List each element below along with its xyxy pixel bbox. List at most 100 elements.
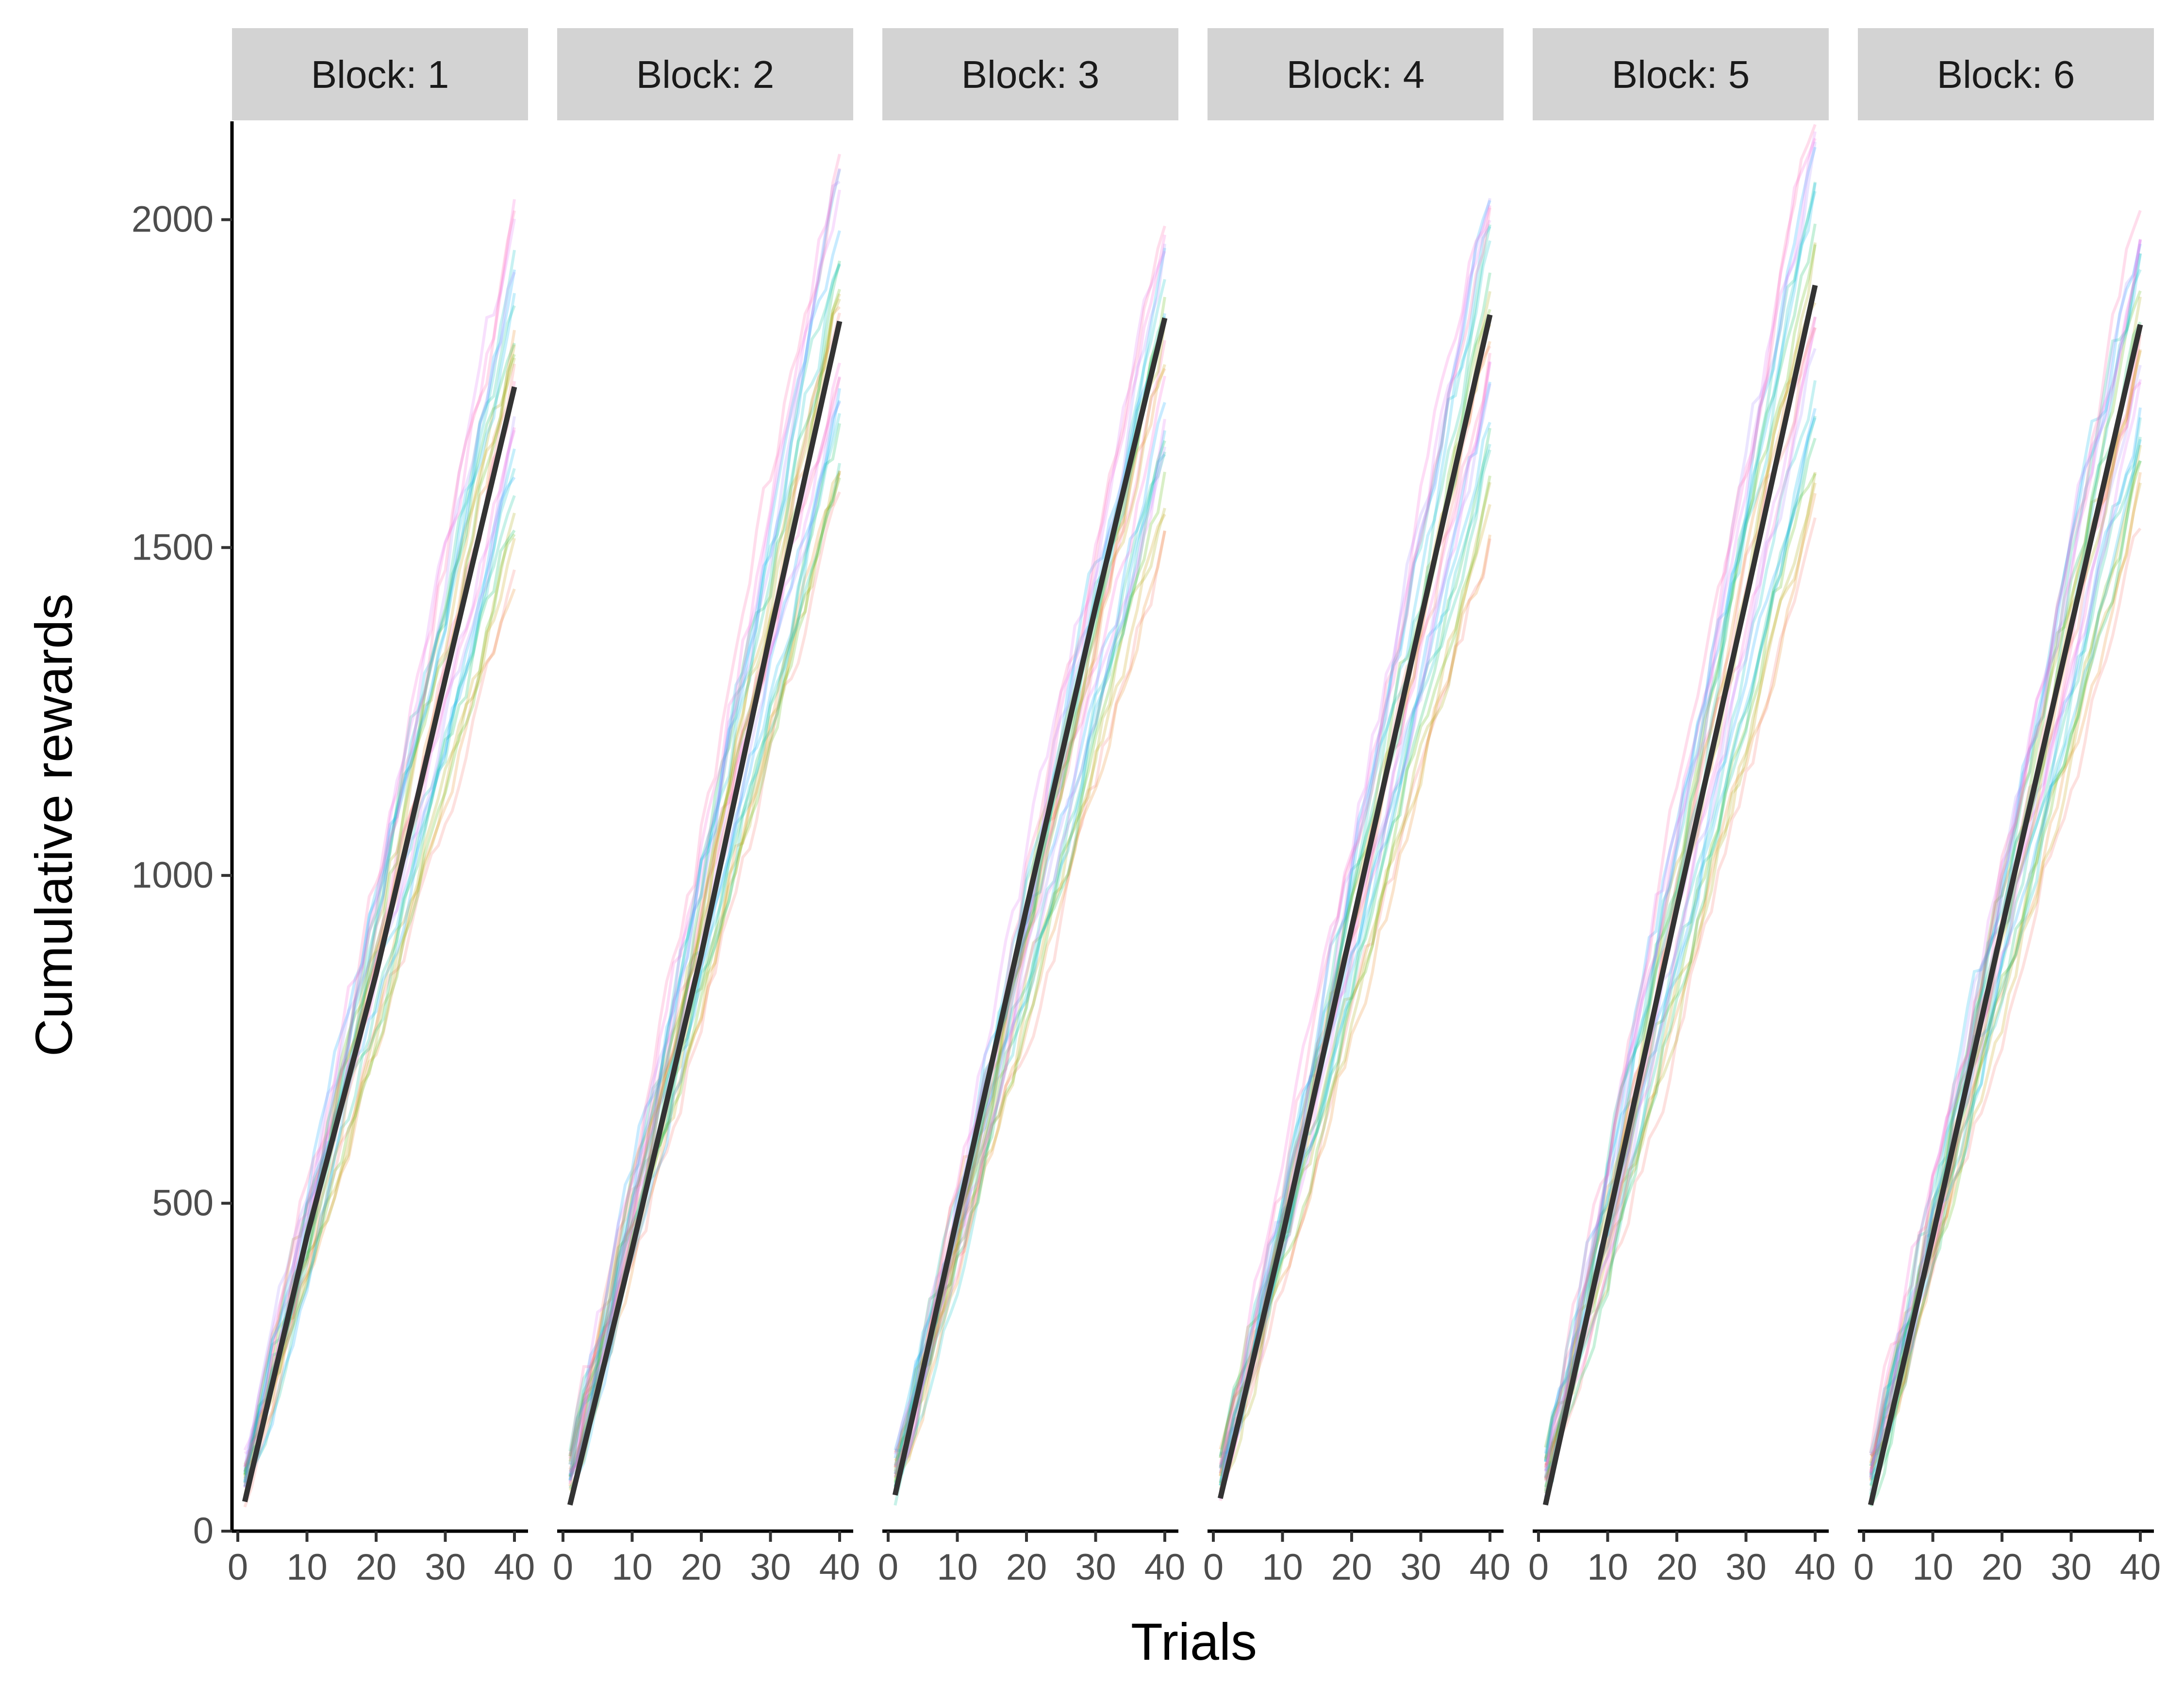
participant-line xyxy=(1870,472,2142,1457)
x-tick-label: 0 xyxy=(553,1547,573,1588)
participant-line xyxy=(243,538,516,1465)
participant-line xyxy=(1869,239,2142,1456)
x-tick-label: 30 xyxy=(750,1547,791,1588)
participant-line xyxy=(893,471,1166,1484)
facet-label: Block: 2 xyxy=(636,53,775,96)
x-tick-label: 10 xyxy=(1912,1547,1953,1588)
participant-line xyxy=(893,418,1166,1475)
y-tick-label: 1000 xyxy=(132,855,214,896)
x-tick-label: 30 xyxy=(1075,1547,1116,1588)
x-tick-label: 20 xyxy=(1982,1547,2023,1588)
y-axis-title: Cumulative rewards xyxy=(24,594,83,1057)
x-tick-label: 0 xyxy=(1528,1547,1549,1588)
participant-line xyxy=(243,210,516,1468)
x-tick-label: 20 xyxy=(356,1547,397,1588)
participant-line xyxy=(893,375,1166,1492)
participant-line xyxy=(244,495,516,1476)
participant-line xyxy=(1219,475,1491,1490)
participant-line xyxy=(893,364,1166,1462)
participant-line xyxy=(568,471,841,1492)
participant-line xyxy=(893,244,1166,1486)
participant-line xyxy=(1869,460,2142,1498)
mean-line xyxy=(242,386,517,1503)
participant-line xyxy=(243,293,516,1482)
facet-label: Block: 5 xyxy=(1612,53,1750,96)
x-tick-label: 20 xyxy=(1006,1547,1047,1588)
participant-line xyxy=(243,529,516,1472)
participant-line xyxy=(1219,224,1491,1486)
participant-line xyxy=(1869,210,2142,1453)
participant-line xyxy=(568,230,841,1481)
facet-strip xyxy=(882,28,1178,120)
facet-label: Block: 1 xyxy=(311,53,449,96)
participant-line xyxy=(1219,240,1491,1470)
participant-line xyxy=(893,368,1166,1453)
participant-line xyxy=(1869,296,2142,1470)
y-tick-label: 0 xyxy=(193,1510,214,1552)
mean-line xyxy=(567,320,843,1506)
participant-line xyxy=(893,451,1166,1506)
participant-line xyxy=(1544,472,1817,1481)
participant-line xyxy=(1870,350,2142,1457)
participant-line xyxy=(1869,407,2142,1477)
participant-line xyxy=(568,180,841,1475)
participant-line xyxy=(893,297,1166,1482)
x-tick-label: 40 xyxy=(2120,1547,2161,1588)
participant-line xyxy=(243,476,516,1488)
mean-line xyxy=(892,317,1168,1496)
participant-line xyxy=(893,225,1166,1477)
participant-line xyxy=(893,508,1166,1475)
facet-strip xyxy=(232,28,528,120)
participant-line xyxy=(243,569,516,1481)
participant-line xyxy=(243,357,516,1479)
participant-line xyxy=(1219,205,1491,1465)
y-tick-label: 500 xyxy=(152,1182,214,1223)
participant-line xyxy=(1869,269,2142,1454)
participant-line xyxy=(1869,290,2142,1487)
participant-line xyxy=(1219,198,1491,1500)
facet-strip xyxy=(1533,28,1829,120)
x-tick-label: 40 xyxy=(819,1547,860,1588)
participant-line xyxy=(568,189,841,1485)
x-tick-label: 0 xyxy=(1203,1547,1224,1588)
participant-line xyxy=(1219,345,1491,1468)
facet-label: Block: 3 xyxy=(961,53,1100,96)
participant-line xyxy=(243,271,516,1468)
participant-line xyxy=(1219,361,1491,1494)
participant-line xyxy=(568,470,841,1470)
participant-line xyxy=(568,168,841,1480)
x-tick-label: 40 xyxy=(494,1547,535,1588)
x-tick-label: 30 xyxy=(1725,1547,1767,1588)
x-tick-label: 0 xyxy=(878,1547,898,1588)
participant-line xyxy=(244,588,516,1467)
participant-line xyxy=(1869,528,2142,1482)
participant-line xyxy=(1219,444,1491,1457)
participant-line xyxy=(1544,327,1817,1481)
participant-line xyxy=(1219,422,1491,1486)
participant-line xyxy=(893,340,1166,1490)
participant-line xyxy=(1544,147,1817,1454)
x-tick-label: 10 xyxy=(286,1547,328,1588)
participant-line xyxy=(1870,439,2142,1481)
participant-line xyxy=(1219,207,1491,1493)
participant-line xyxy=(1544,415,1817,1478)
participant-line xyxy=(1869,253,2142,1486)
x-axis-title: Trials xyxy=(1131,1612,1257,1671)
mean-line xyxy=(1868,324,2143,1506)
participant-line xyxy=(568,263,841,1465)
x-tick-label: 0 xyxy=(228,1547,248,1588)
participant-line xyxy=(1219,482,1491,1484)
facet-label: Block: 6 xyxy=(1937,53,2075,96)
participant-line xyxy=(1544,131,1817,1478)
participant-line xyxy=(893,250,1166,1455)
participant-line xyxy=(568,462,841,1481)
participant-line xyxy=(243,199,516,1488)
participant-line xyxy=(568,153,841,1459)
participant-line xyxy=(243,269,516,1484)
x-tick-label: 10 xyxy=(937,1547,978,1588)
participant-line xyxy=(568,260,841,1457)
x-tick-label: 40 xyxy=(1470,1547,1511,1588)
facet-strip xyxy=(557,28,853,120)
x-tick-label: 40 xyxy=(1795,1547,1836,1588)
y-tick-label: 2000 xyxy=(132,199,214,240)
